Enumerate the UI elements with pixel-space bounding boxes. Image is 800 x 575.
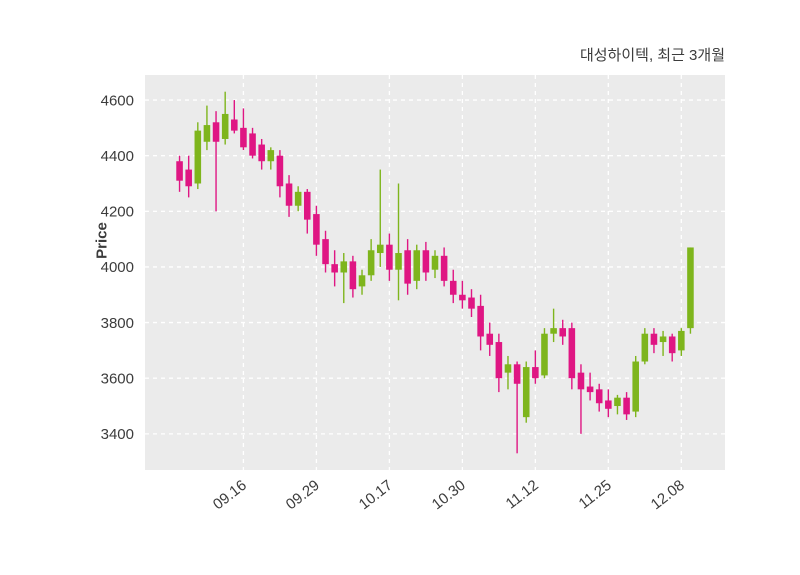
candle-up: [294, 191, 302, 206]
candle-down: [459, 294, 466, 301]
candle-up: [203, 125, 211, 142]
x-tick-label: 10.30: [429, 477, 469, 514]
candle-up: [413, 250, 421, 281]
candle-down: [668, 336, 676, 354]
candle-down: [595, 389, 603, 404]
x-tick-label: 09.16: [210, 477, 250, 514]
candle-up: [194, 130, 202, 184]
candle-up: [395, 253, 402, 270]
candle-down: [331, 264, 338, 273]
candle-down: [577, 372, 585, 390]
candle-down: [285, 183, 293, 206]
candle-down: [605, 400, 612, 409]
candle-down: [258, 144, 265, 162]
candle-down: [349, 261, 357, 290]
x-tick-label: 12.08: [648, 477, 688, 514]
candle-down: [650, 333, 658, 345]
candle-up: [522, 367, 530, 418]
candle-up: [659, 336, 667, 343]
candle-down: [176, 161, 183, 181]
y-tick-label: 4600: [101, 92, 134, 109]
candle-down: [304, 191, 311, 220]
candle-down: [468, 297, 475, 309]
candle-down: [422, 250, 430, 273]
y-tick-label: 3800: [101, 315, 134, 332]
x-tick-label: 11.12: [503, 477, 542, 513]
candle-up: [340, 261, 348, 273]
candle-down: [313, 214, 320, 245]
candle-up: [632, 361, 639, 412]
candle-up: [376, 244, 384, 254]
candle-down: [477, 305, 484, 337]
candle-down: [404, 250, 411, 284]
candle-down: [386, 244, 393, 270]
candle-up: [431, 255, 439, 270]
x-tick-label: 09.29: [283, 477, 323, 514]
y-tick-label: 3600: [101, 370, 134, 387]
candle-down: [586, 386, 594, 393]
candle-down: [532, 367, 539, 379]
candle-down: [249, 133, 256, 156]
candle-up: [541, 333, 548, 376]
candle-down: [495, 342, 503, 379]
chart-title: 대성하이텍, 최근 3개월: [579, 47, 725, 64]
candle-down: [231, 119, 238, 131]
y-tick-label: 3400: [101, 426, 134, 443]
candle-up: [221, 113, 229, 139]
candle-up: [358, 275, 366, 287]
y-tick-label: 4000: [101, 259, 134, 276]
candle-down: [568, 328, 576, 379]
candle-up: [367, 250, 375, 276]
candle-down: [623, 397, 630, 415]
y-tick-label: 4400: [101, 148, 134, 165]
candle-down: [486, 333, 494, 345]
x-tick-label: 10.17: [356, 477, 396, 514]
candle-up: [687, 247, 694, 329]
candle-down: [513, 364, 521, 384]
candle-up: [641, 333, 649, 362]
candle-down: [185, 169, 192, 187]
candle-down: [240, 127, 247, 148]
candle-up: [550, 328, 557, 334]
candle-down: [559, 328, 567, 337]
x-tick-label: 11.25: [576, 477, 615, 513]
candle-up: [614, 397, 621, 407]
y-tick-label: 4200: [101, 204, 134, 221]
candle-down: [276, 155, 284, 187]
candle-down: [212, 122, 220, 142]
candle-down: [449, 280, 457, 295]
candle-down: [322, 239, 329, 265]
candle-up: [267, 150, 275, 162]
candle-up: [504, 364, 512, 373]
candle-up: [678, 330, 685, 351]
candle-down: [440, 255, 448, 281]
